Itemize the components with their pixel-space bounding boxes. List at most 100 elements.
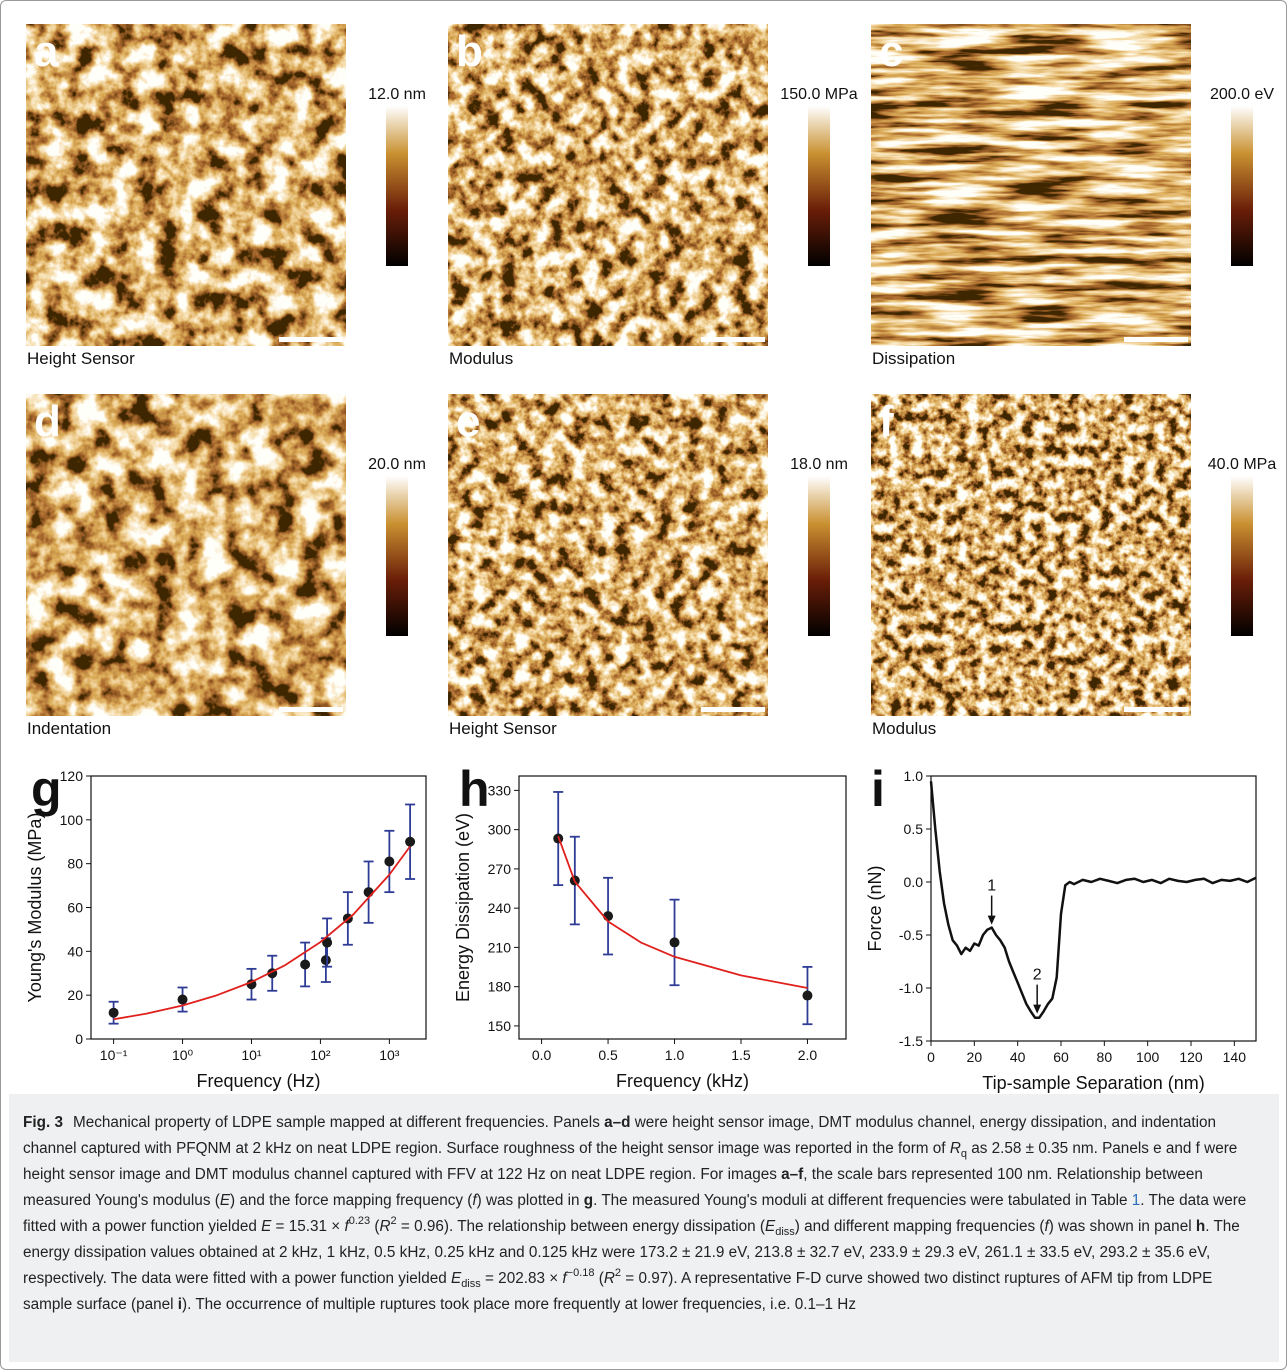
caption-run: as 2.58 ± 0.35 nm. Panels e and f were h…	[23, 1140, 1238, 1183]
caption-run: −0.18	[566, 1267, 595, 1279]
panel-letter: e	[456, 397, 480, 446]
panel-letter: h	[459, 761, 490, 817]
caption-run: , the scale bars represented 100 nm. Rel…	[23, 1166, 1203, 1209]
caption-run: = 0.96). The relationship between energy…	[396, 1218, 766, 1235]
data-point	[669, 937, 680, 948]
annotation: 2	[1033, 967, 1042, 984]
afm-image	[871, 24, 1191, 346]
caption-run: q	[960, 1148, 967, 1160]
curve	[113, 845, 411, 1021]
x-tick-label: 80	[1097, 1049, 1113, 1065]
afm-image	[448, 394, 768, 716]
plot-frame	[90, 775, 427, 1040]
caption-run: f	[344, 1218, 349, 1235]
y-tick-label: 330	[488, 782, 512, 798]
afm-image	[871, 394, 1191, 716]
y-axis-title: Force (nN)	[865, 865, 885, 951]
y-tick-label: -1.0	[899, 980, 923, 996]
data-point	[384, 856, 395, 867]
panel-letter: a	[34, 27, 59, 76]
color-bar-max: 150.0 MPa	[780, 86, 857, 103]
data-point	[300, 959, 311, 970]
x-tick-label: 20	[967, 1049, 983, 1065]
color-bar	[386, 476, 408, 636]
caption-run: ) was plotted in	[476, 1192, 584, 1209]
y-tick-label: 240	[488, 900, 512, 916]
plot-frame	[518, 775, 847, 1040]
data-point	[108, 1007, 119, 1018]
x-axis-title: Frequency (Hz)	[196, 1071, 320, 1091]
caption-text: Mechanical property of LDPE sample mappe…	[23, 1114, 1246, 1313]
x-tick-label: 40	[1010, 1049, 1026, 1065]
afm-image	[26, 24, 346, 346]
data-point	[322, 937, 333, 948]
color-bar-max: 18.0 nm	[790, 456, 848, 473]
color-bar	[386, 106, 408, 266]
caption-run: i	[177, 1296, 182, 1313]
y-tick-label: 60	[67, 900, 83, 916]
caption-run: = 15.31 ×	[271, 1218, 345, 1235]
color-bar	[1231, 106, 1253, 266]
x-tick-label: 0.0	[532, 1047, 552, 1063]
caption-run: 0.23	[348, 1215, 371, 1227]
arrow-head	[1033, 1004, 1042, 1014]
caption-run: R	[379, 1218, 391, 1235]
caption-run: f	[562, 1270, 567, 1287]
scale-bar	[1124, 337, 1188, 342]
caption-run: a–f	[781, 1166, 804, 1183]
color-bar-max: 200.0 eV	[1210, 86, 1274, 103]
caption-run: (	[594, 1270, 604, 1287]
x-tick-label: 10⁻¹	[100, 1047, 128, 1063]
color-bar-max: 20.0 nm	[368, 456, 426, 473]
plot-frame	[930, 775, 1257, 1042]
panel-letter: b	[456, 27, 483, 76]
channel-label: Modulus	[872, 719, 936, 738]
arrow-head	[987, 915, 996, 925]
caption-run: f	[472, 1192, 477, 1209]
scale-bar	[701, 707, 765, 712]
caption-run: ) was shown in panel	[1048, 1218, 1196, 1235]
scale-bar	[279, 707, 343, 712]
y-tick-label: 0.5	[904, 821, 924, 837]
caption: Fig. 3 Mechanical property of LDPE sample…	[9, 1094, 1279, 1362]
curve	[557, 835, 808, 989]
data-point	[363, 887, 374, 898]
x-tick-label: 60	[1053, 1049, 1069, 1065]
annotation: 1	[987, 878, 996, 895]
y-tick-label: 40	[67, 943, 83, 959]
x-axis-title: Frequency (kHz)	[616, 1071, 749, 1091]
y-axis-title: Energy Dissipation (eV)	[453, 813, 473, 1002]
color-bar-max: 40.0 MPa	[1208, 456, 1277, 473]
x-tick-label: 120	[1179, 1049, 1203, 1065]
scale-bar	[279, 337, 343, 342]
caption-run: E	[765, 1218, 776, 1235]
afm-image	[448, 24, 768, 346]
y-tick-label: 120	[60, 768, 84, 784]
color-bar	[808, 476, 830, 636]
y-tick-label: 0.0	[904, 874, 924, 890]
caption-label: Fig. 3	[23, 1114, 63, 1131]
caption-run: . The data were fitted with a power func…	[23, 1192, 1247, 1235]
caption-run: 2	[390, 1215, 397, 1227]
y-tick-label: 180	[488, 979, 512, 995]
data-point	[320, 955, 331, 966]
caption-run: R	[603, 1270, 615, 1287]
x-tick-label: 10⁰	[172, 1047, 194, 1063]
x-tick-label: 100	[1136, 1049, 1160, 1065]
y-tick-label: -0.5	[899, 927, 923, 943]
x-tick-label: 1.0	[665, 1047, 685, 1063]
caption-run: ) and the force mapping frequency (	[230, 1192, 473, 1209]
x-tick-label: 1.5	[731, 1047, 751, 1063]
channel-label: Height Sensor	[449, 719, 557, 738]
x-tick-label: 10²	[310, 1047, 331, 1063]
color-bar	[1231, 476, 1253, 636]
y-tick-label: 210	[488, 939, 512, 955]
data-point	[405, 836, 416, 847]
panel-letter: d	[34, 397, 61, 446]
caption-run: diss	[775, 1226, 795, 1238]
scale-bar	[701, 337, 765, 342]
caption-run: Mechanical property of LDPE sample mappe…	[72, 1114, 605, 1131]
y-tick-label: -1.5	[899, 1033, 923, 1049]
panel-letter: c	[879, 27, 903, 76]
caption-run: were height sensor image, DMT modulus ch…	[23, 1114, 1217, 1157]
